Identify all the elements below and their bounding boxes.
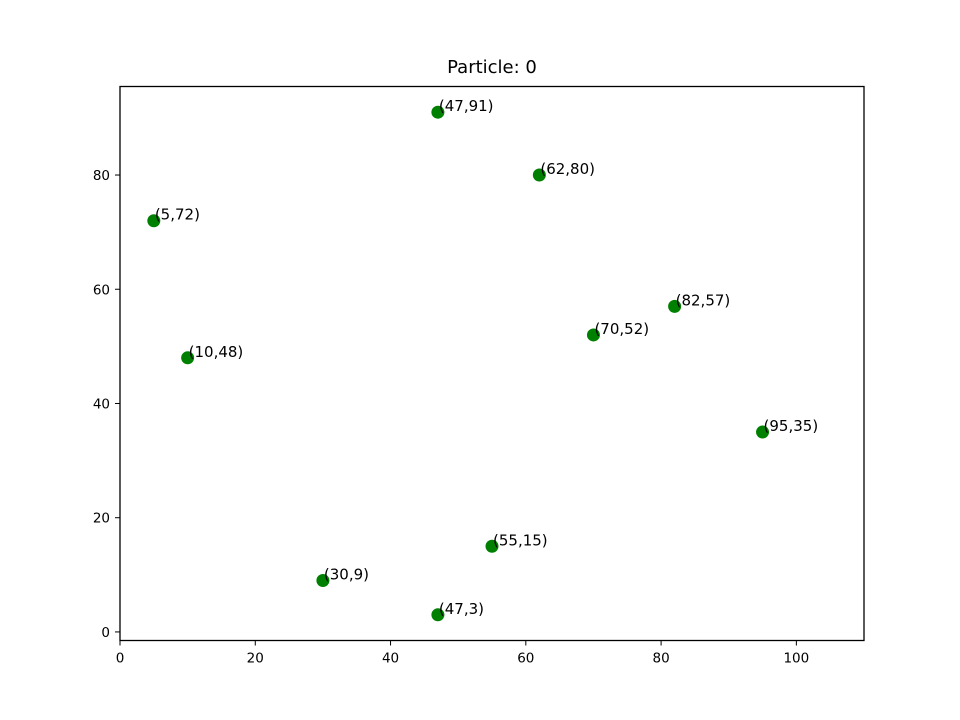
point-label: (55,15): [493, 531, 548, 549]
data-points: [147, 105, 770, 622]
data-point: [431, 105, 445, 119]
data-point: [668, 299, 682, 313]
data-point: [316, 574, 330, 588]
x-tick-label: 0: [116, 651, 125, 667]
data-point: [756, 425, 770, 439]
data-point: [147, 214, 161, 228]
y-tick-label: 80: [93, 168, 110, 184]
point-label: (30,9): [324, 566, 369, 584]
chart-title: Particle: 0: [447, 57, 537, 78]
point-label: (47,3): [439, 600, 484, 618]
y-tick-label: 40: [93, 396, 110, 412]
point-label: (70,52): [594, 320, 649, 338]
plot-area-frame: [119, 85, 865, 642]
point-label: (95,35): [764, 417, 819, 435]
data-point: [586, 328, 600, 342]
y-tick-label: 0: [101, 625, 110, 641]
data-point: [431, 608, 445, 622]
data-point: [532, 168, 546, 182]
x-axis-ticks: 0 20 40 60 80 100: [116, 640, 809, 667]
point-label: (10,48): [189, 343, 244, 361]
data-point: [485, 539, 499, 553]
x-tick-label: 100: [783, 651, 809, 667]
y-axis-ticks: 0 20 40 60 80: [93, 168, 120, 641]
point-label: (62,80): [540, 160, 595, 178]
y-tick-label: 60: [93, 282, 110, 298]
x-tick-label: 20: [247, 651, 264, 667]
point-label: (82,57): [676, 291, 731, 309]
y-tick-label: 20: [93, 511, 110, 527]
x-tick-label: 40: [382, 651, 399, 667]
data-point: [181, 351, 195, 365]
point-label: (5,72): [155, 206, 200, 224]
x-tick-label: 60: [517, 651, 534, 667]
point-label: (47,91): [439, 97, 494, 115]
x-tick-label: 80: [652, 651, 669, 667]
point-labels: (47,91) (62,80) (5,72) (82,57) (70,52) (10,48…: [155, 97, 818, 618]
